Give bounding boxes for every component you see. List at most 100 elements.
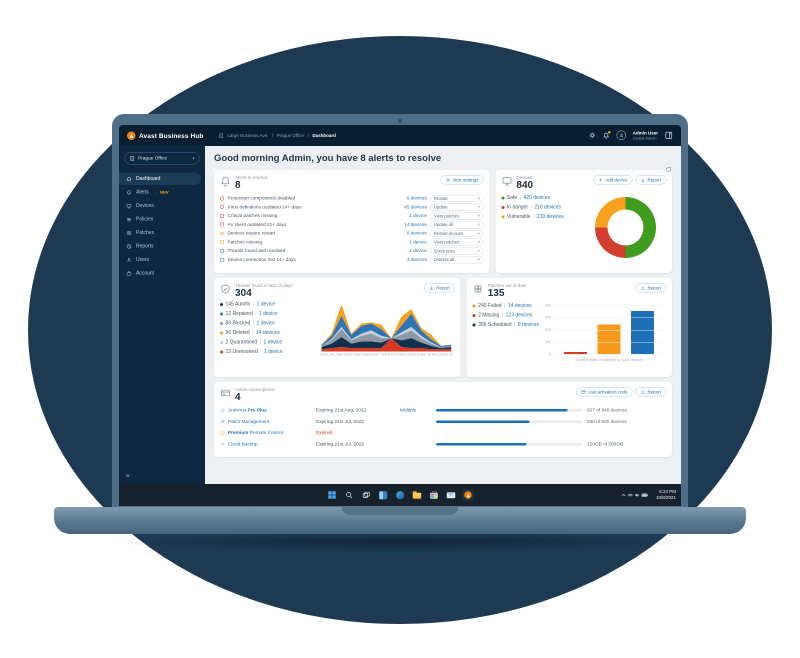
alert-devices-link[interactable]: 1 device	[409, 248, 427, 254]
use-activation-code-button[interactable]: Use activation code	[576, 387, 633, 397]
notifications-bell-icon[interactable]	[603, 131, 611, 140]
sidebar-item-reports[interactable]: Reports	[119, 240, 205, 253]
account-icon	[126, 270, 132, 276]
taskbar-taskview-icon[interactable]	[360, 489, 372, 501]
subscription-name-link[interactable]: Cloud Backup	[220, 441, 311, 447]
avast-logo-icon	[127, 131, 136, 140]
alert-devices-link[interactable]: 6 devices	[406, 195, 427, 202]
new-badge: NEW	[159, 190, 169, 195]
avatar[interactable]	[616, 130, 627, 141]
webcam-dot	[398, 119, 402, 123]
legend-devices-link[interactable]: 1 device	[256, 301, 276, 308]
taskbar-clock[interactable]: 5:24 PM 10/8/2021	[656, 489, 676, 501]
user-menu[interactable]: Admin User Global Admin	[633, 130, 658, 140]
subscription-name-link[interactable]: Patch Management	[220, 419, 311, 424]
sidebar-collapse-button[interactable]: «	[126, 471, 130, 480]
download-icon	[641, 390, 645, 394]
legend-devices-link[interactable]: 14 devices	[255, 330, 280, 336]
legend-devices-link[interactable]: 123 devices	[505, 312, 533, 319]
legend-dot	[220, 302, 223, 306]
alert-label: AV client outdated 21+ days	[227, 221, 287, 228]
sidebar-item-patches[interactable]: Patches	[119, 227, 205, 240]
taskbar-mail-icon[interactable]	[445, 489, 457, 501]
legend-devices-link[interactable]: 1 device	[256, 320, 276, 327]
alert-action-dropdown[interactable]: Restart devices ▾	[430, 229, 484, 237]
subscription-name-link[interactable]: Premium Remote Control	[220, 430, 311, 436]
legend-devices-link[interactable]: 1 device	[264, 349, 283, 355]
alert-action-dropdown[interactable]: Update all ▾	[430, 221, 484, 229]
alert-action-label: Restart devices	[433, 230, 464, 236]
legend-devices-link[interactable]: 210 devices	[536, 214, 564, 220]
alert-devices-link[interactable]: 1 device	[409, 239, 427, 245]
org-selector[interactable]: Prague Office ▾	[124, 152, 200, 165]
alert-devices-link[interactable]: 3 devices	[406, 256, 427, 263]
legend-devices-link[interactable]: 14 devices	[507, 303, 532, 309]
laptop-shadow	[110, 533, 690, 551]
x-tick-label: Jun 7	[372, 353, 382, 357]
help-panel-icon[interactable]	[665, 131, 674, 140]
devices-card-label: Devices	[516, 175, 533, 180]
alert-row: Virus definitions outdated 14+ days 45 de…	[220, 203, 484, 212]
alert-label: Threats found and resolved	[227, 248, 286, 254]
taskbar-widgets-icon[interactable]	[377, 489, 389, 501]
taskbar-start-icon[interactable]	[326, 489, 338, 501]
alert-action-dropdown[interactable]: Dismiss all ▾	[430, 256, 484, 264]
taskbar-search-icon[interactable]	[343, 489, 355, 501]
alert-shield-icon	[220, 196, 224, 201]
legend-divider: |	[252, 330, 254, 336]
legend-devices-link[interactable]: 210 devices	[534, 204, 562, 211]
devices-report-button[interactable]: Report	[635, 175, 666, 185]
taskbar-store-icon[interactable]	[428, 489, 440, 501]
alerts-card: Alerts to resolve 8 Alert settings	[214, 170, 490, 273]
notification-dot	[608, 131, 611, 134]
subscription-name-link[interactable]: Antivirus Pro Plus	[220, 408, 311, 413]
taskbar-explorer-icon[interactable]	[411, 489, 423, 501]
alert-action-dropdown[interactable]: Quick scan ▾	[430, 247, 484, 255]
sidebar-item-account[interactable]: Account	[119, 267, 205, 280]
app-logo-text: Avast Business Hub	[139, 131, 204, 140]
download-icon	[641, 286, 645, 290]
alert-action-dropdown[interactable]: View patches ▾	[430, 212, 484, 220]
alert-devices-link[interactable]: 6 devices	[406, 230, 427, 237]
legend-devices-link[interactable]: 420 devices	[523, 195, 551, 201]
system-tray-icons[interactable]	[620, 492, 651, 499]
legend-dot	[472, 323, 476, 327]
sidebar-item-policies[interactable]: Policies	[119, 213, 205, 226]
sidebar-item-alerts[interactable]: Alerts | NEW	[119, 186, 205, 199]
breadcrumb-sep: /	[307, 133, 309, 138]
sidebar-item-dashboard[interactable]: Dashboard	[119, 172, 201, 185]
alert-action-dropdown[interactable]: Restart ▾	[430, 194, 484, 202]
alert-devices-link[interactable]: 45 devices	[404, 204, 427, 210]
threats-report-button[interactable]: Report	[424, 283, 455, 293]
sidebar-item-devices[interactable]: Devices	[119, 200, 205, 213]
legend-devices-link[interactable]: 1 device	[263, 339, 283, 346]
legend-devices-link[interactable]: 1 device	[259, 311, 278, 317]
alert-action-dropdown[interactable]: Update ▾	[430, 203, 484, 211]
breadcrumb-org[interactable]: Large Business Ave.	[227, 133, 269, 138]
taskbar-avast-icon[interactable]	[462, 489, 474, 501]
alert-settings-button[interactable]: Alert settings	[440, 175, 484, 185]
add-device-button[interactable]: Add device	[593, 175, 633, 185]
subscriptions-report-button[interactable]: Report	[635, 387, 666, 397]
breadcrumb-site[interactable]: Prague Office	[276, 133, 305, 138]
sidebar-item-users[interactable]: Users	[119, 254, 205, 267]
refresh-icon[interactable]	[665, 166, 672, 173]
alert-devices-link[interactable]: 1 device	[409, 213, 427, 219]
legend-devices-link[interactable]: 8 devices	[517, 322, 539, 328]
patches-report-button[interactable]: Report	[635, 283, 666, 293]
shield-icon	[220, 408, 225, 413]
alert-action-label: Dismiss all	[433, 257, 455, 263]
windows-logo-icon	[328, 491, 336, 499]
alert-devices-link[interactable]: 14 devices	[404, 221, 427, 228]
subscription-extra-link[interactable]: Multiple	[400, 407, 417, 414]
alert-action-label: Restart	[433, 195, 448, 201]
settings-gear-icon[interactable]	[589, 132, 597, 140]
laptop-lid: Avast Business Hub Large Business Ave. / …	[112, 114, 688, 508]
subscription-progress-cell	[436, 409, 582, 412]
laptop-screen: Avast Business Hub Large Business Ave. / …	[119, 125, 681, 506]
progress-bar	[436, 409, 582, 412]
taskbar-edge-icon[interactable]	[394, 489, 406, 501]
sidebar-item-label: Reports	[136, 243, 154, 250]
threats-count: 304	[235, 287, 252, 299]
alert-action-dropdown[interactable]: View patches ▾	[430, 238, 484, 246]
